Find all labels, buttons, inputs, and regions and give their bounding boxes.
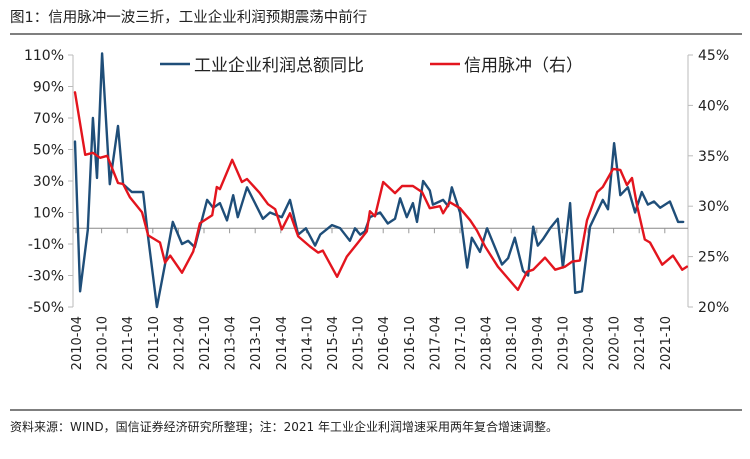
- x-axis-tick-label: 2012-10: [198, 316, 213, 370]
- x-axis-tick-label: 2013-04: [224, 316, 239, 370]
- x-axis-tick-label: 2014-04: [275, 316, 290, 370]
- x-axis-tick-label: 2014-10: [300, 316, 315, 370]
- left-axis-tick-label: -50%: [28, 300, 64, 316]
- x-axis-tick-label: 2020-04: [582, 316, 597, 370]
- chart-title: 图1：信用脉冲一波三折，工业企业利润预期震荡中前行: [10, 8, 367, 26]
- x-axis-tick-label: 2021-10: [659, 316, 674, 370]
- series-line-credit-impulse: [73, 91, 688, 292]
- x-axis-tick-label: 2021-04: [633, 316, 648, 370]
- left-axis-tick-label: 110%: [24, 48, 64, 64]
- right-axis-tick-label: 25%: [698, 250, 729, 266]
- right-axis-tick-label: 35%: [698, 149, 729, 165]
- x-axis-tick-label: 2019-04: [531, 316, 546, 370]
- x-axis-tick-label: 2016-10: [403, 316, 418, 370]
- x-axis-tick-label: 2017-04: [428, 316, 443, 370]
- legend-label-credit: 信用脉冲（右）: [464, 56, 583, 76]
- legend: 工业企业利润总额同比 信用脉冲（右）: [160, 56, 583, 76]
- left-axis-tick-label: 70%: [33, 111, 64, 127]
- left-axis-tick-label: -10%: [28, 237, 64, 253]
- series-lines: [73, 52, 688, 309]
- x-axis-tick-label: 2013-10: [249, 316, 264, 370]
- right-axis-tick-label: 45%: [698, 48, 729, 64]
- source-note: 资料来源：WIND，国信证券经济研究所整理；注：2021 年工业企业利润增速采用…: [10, 419, 558, 434]
- x-axis-tick-label: 2020-10: [608, 316, 623, 370]
- x-axis-tick-label: 2017-10: [454, 316, 469, 370]
- legend-label-profit: 工业企业利润总额同比: [194, 56, 364, 76]
- x-axis-tick-label: 2018-10: [505, 316, 520, 370]
- left-axis-tick-label: 90%: [33, 80, 64, 96]
- x-axis-tick-label: 2011-04: [121, 316, 136, 370]
- x-axis-tick-label: 2015-04: [326, 316, 341, 370]
- x-axis-tick-label: 2019-10: [556, 316, 571, 370]
- right-axis-tick-label: 40%: [698, 98, 729, 114]
- left-axis-tick-label: 10%: [33, 206, 64, 222]
- series-line-industrial-profit: [73, 52, 685, 309]
- x-axis-tick-label: 2018-04: [480, 316, 495, 370]
- x-axis-tick-label: 2011-10: [147, 316, 162, 370]
- right-axis-tick-label: 30%: [698, 199, 729, 215]
- left-axis-tick-label: 30%: [33, 174, 64, 190]
- right-axis-tick-label: 20%: [698, 300, 729, 316]
- x-axis-tick-label: 2016-04: [377, 316, 392, 370]
- x-axis-tick-label: 2010-10: [96, 316, 111, 370]
- left-axis-tick-label: 50%: [33, 143, 64, 159]
- x-axis-tick-label: 2012-04: [172, 316, 187, 370]
- axes: 110% 90% 70% 50% 30% 10% -10% -30% -50% 45% 40% 35%…: [24, 48, 729, 370]
- left-axis-tick-label: -30%: [28, 269, 64, 285]
- x-axis-tick-label: 2015-10: [352, 316, 367, 370]
- x-axis-tick-label: 2010-04: [70, 316, 85, 370]
